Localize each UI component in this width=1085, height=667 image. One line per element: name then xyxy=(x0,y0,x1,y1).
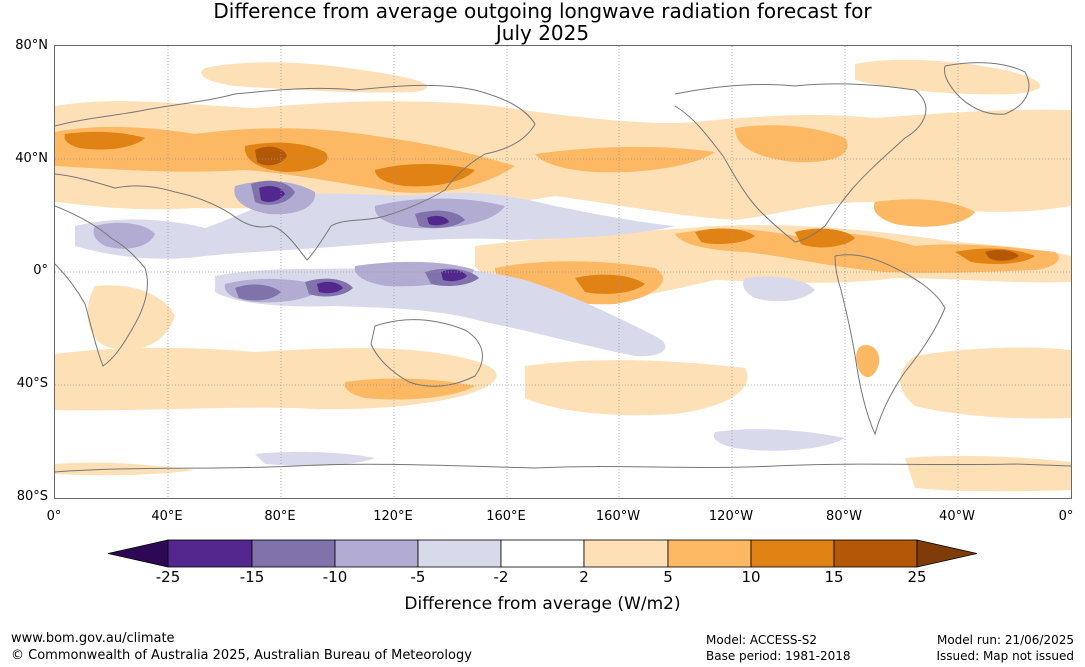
colorbar-label-2: 2 xyxy=(579,568,589,586)
model-name: Model: ACCESS-S2 xyxy=(706,633,818,647)
title-line-2: July 2025 xyxy=(495,21,590,45)
lon-label-0-left: 0° xyxy=(46,509,62,524)
east-pacific-light-purple xyxy=(743,276,815,302)
colorbar-label-10: 10 xyxy=(741,568,761,586)
tibet-extreme-orange xyxy=(255,146,287,166)
tibet-extreme-purple xyxy=(259,186,285,202)
colorbar-svg xyxy=(107,539,978,568)
lon-label-120e: 120°E xyxy=(373,509,413,524)
colorbar-left-extension xyxy=(107,539,169,568)
base-period: Base period: 1981-2018 xyxy=(706,649,851,663)
southern-ocean-medium-orange xyxy=(344,378,475,400)
south-america-coastline xyxy=(834,254,946,436)
africa-coastline xyxy=(55,205,148,367)
colorbar-bin-15-25 xyxy=(833,539,918,568)
africa-medium-purple xyxy=(93,222,155,249)
antarctic-light-orange-strip xyxy=(55,455,1071,492)
north-america-coastline xyxy=(674,83,927,243)
colorbar-label-25: 25 xyxy=(907,568,927,586)
lon-label-40w: 40°W xyxy=(939,509,975,524)
colorbar-label-15: 15 xyxy=(824,568,844,586)
southern-hemisphere-light-orange-band xyxy=(55,347,1071,419)
lon-label-160w: 160°W xyxy=(595,509,641,524)
colorbar-label-neg2: -2 xyxy=(493,568,509,586)
colorbar-label-neg5: -5 xyxy=(410,568,426,586)
colorbar-bin-5-10 xyxy=(667,539,752,568)
coastlines xyxy=(55,62,1071,473)
negative-anomaly-extreme-regions xyxy=(259,186,467,294)
central-pacific-strong-orange xyxy=(575,274,645,294)
graticule xyxy=(55,46,1071,498)
issued-status: Issued: Map not issued xyxy=(936,649,1074,663)
colorbar-bin-10-15 xyxy=(750,539,835,568)
positive-anomaly-extreme-regions xyxy=(255,146,1019,261)
southern-ocean-light-purple xyxy=(255,429,845,466)
europe-strong-orange xyxy=(64,131,145,150)
east-asia-strong-orange xyxy=(375,164,475,187)
model-run-date: Model run: 21/06/2025 xyxy=(936,633,1074,647)
chart-title: Difference from average outgoing longwav… xyxy=(0,0,1085,44)
north-america-medium-orange xyxy=(735,125,975,227)
copyright-text: © Commonwealth of Australia 2025, Austra… xyxy=(11,648,472,663)
colorbar-bin-neg15-neg10 xyxy=(251,539,336,568)
title-line-1: Difference from average outgoing longwav… xyxy=(213,0,872,23)
colorbar xyxy=(107,539,978,568)
australia-coastline xyxy=(370,319,483,387)
colorbar-label-neg25: -25 xyxy=(155,568,181,586)
lon-label-80e: 80°E xyxy=(264,509,296,524)
africa-madagascar-light-orange xyxy=(87,285,175,350)
colorbar-label-neg15: -15 xyxy=(239,568,265,586)
colorbar-right-extension xyxy=(916,539,978,568)
anomaly-map xyxy=(54,45,1072,499)
antarctica-coastline xyxy=(55,463,1071,473)
atlantic-extreme-orange xyxy=(985,249,1019,261)
lat-label-80s: 80°S xyxy=(16,489,48,504)
arctic-light-orange-patches xyxy=(201,59,1041,95)
anomaly-map-svg xyxy=(55,46,1071,498)
central-america-atlantic-medium-orange xyxy=(675,228,1059,273)
colorbar-label-5: 5 xyxy=(663,568,673,586)
greenland-coastline xyxy=(944,62,1030,115)
lat-label-80n: 80°N xyxy=(15,38,48,53)
lat-label-40s: 40°S xyxy=(16,376,48,391)
lon-label-80w: 80°W xyxy=(826,509,862,524)
colorbar-bin-2-5 xyxy=(583,539,669,568)
west-pacific-extreme-purple xyxy=(427,215,467,282)
lon-label-120w: 120°W xyxy=(708,509,754,524)
asian-monsoon-light-purple xyxy=(75,192,675,259)
south-america-medium-orange xyxy=(856,344,880,378)
colorbar-bin-neg10-neg5 xyxy=(334,539,419,568)
north-pacific-medium-orange xyxy=(535,146,715,173)
colorbar-label-neg10: -10 xyxy=(322,568,348,586)
indian-ocean-extreme-purple xyxy=(317,281,343,294)
lon-label-40e: 40°E xyxy=(151,509,183,524)
colorbar-title: Difference from average (W/m2) xyxy=(404,594,681,614)
colorbar-bin-neg5-neg2 xyxy=(417,539,502,568)
website-link[interactable]: www.bom.gov.au/climate xyxy=(11,631,175,646)
colorbar-bin-neg2-2 xyxy=(500,539,585,568)
colorbar-bin-neg25-neg15 xyxy=(167,539,253,568)
eurasia-coastline xyxy=(55,84,536,261)
lat-label-40n: 40°N xyxy=(15,151,48,166)
lat-label-equator: 0° xyxy=(33,263,48,278)
lon-label-0-right: 0° xyxy=(1058,509,1074,524)
lon-label-160e: 160°E xyxy=(486,509,526,524)
